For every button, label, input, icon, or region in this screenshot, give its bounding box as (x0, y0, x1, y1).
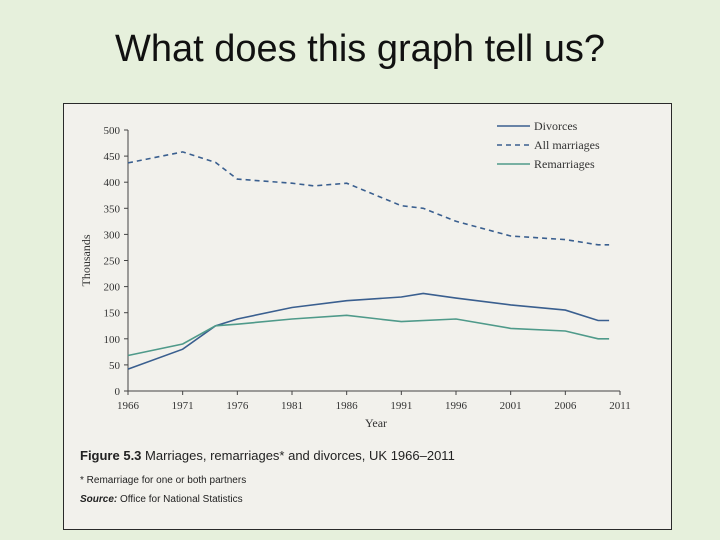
y-axis-title: Thousands (79, 234, 93, 286)
y-tick-label: 450 (104, 151, 121, 163)
y-tick-label: 500 (104, 125, 121, 137)
figure-source: Source: Office for National Statistics (80, 494, 243, 505)
x-tick-label: 2011 (609, 400, 631, 412)
x-tick-label: 1991 (390, 400, 412, 412)
figure-caption: Figure 5.3 Marriages, remarriages* and d… (80, 448, 455, 463)
chart-series (127, 151, 610, 370)
x-tick-label: 2001 (500, 400, 522, 412)
x-tick-label: 1976 (226, 400, 249, 412)
y-tick-label: 350 (104, 203, 121, 215)
series-line-divorces (127, 292, 610, 370)
chart-legend: Divorces All marriages Remarriages (497, 119, 600, 171)
y-tick-label: 50 (109, 360, 121, 372)
y-tick-label: 300 (104, 229, 121, 241)
legend-label: Divorces (534, 119, 578, 133)
chart-axes: 0 50 100 150 200 250 300 350 400 450 500 1966 1971 19… (79, 125, 631, 430)
x-axis-title: Year (365, 416, 387, 430)
x-tick-label: 1996 (445, 400, 468, 412)
x-tick-label: 1981 (281, 400, 303, 412)
figure-footnote: * Remarriage for one or both partners (80, 475, 247, 486)
series-line-remarriages (127, 314, 610, 357)
x-tick-label: 1971 (172, 400, 194, 412)
y-tick-label: 100 (104, 334, 121, 346)
y-tick-label: 0 (115, 386, 121, 398)
figure-photo (63, 103, 672, 530)
legend-label: Remarriages (534, 157, 595, 171)
source-label: Source: (80, 494, 118, 505)
slide-title: What does this graph tell us? (114, 28, 606, 70)
y-tick-label: 400 (104, 177, 121, 189)
series-line-all-marriages (127, 151, 610, 246)
legend-label: All marriages (534, 138, 600, 152)
y-tick-label: 250 (104, 256, 121, 268)
figure-title: Marriages, remarriages* and divorces, UK… (145, 448, 455, 463)
y-tick-label: 150 (104, 308, 121, 320)
source-text: Office for National Statistics (120, 494, 243, 505)
y-tick-label: 200 (104, 282, 121, 294)
x-tick-label: 2006 (554, 400, 577, 412)
figure-label: Figure 5.3 (80, 448, 142, 463)
x-tick-label: 1966 (117, 400, 140, 412)
x-tick-label: 1986 (336, 400, 359, 412)
